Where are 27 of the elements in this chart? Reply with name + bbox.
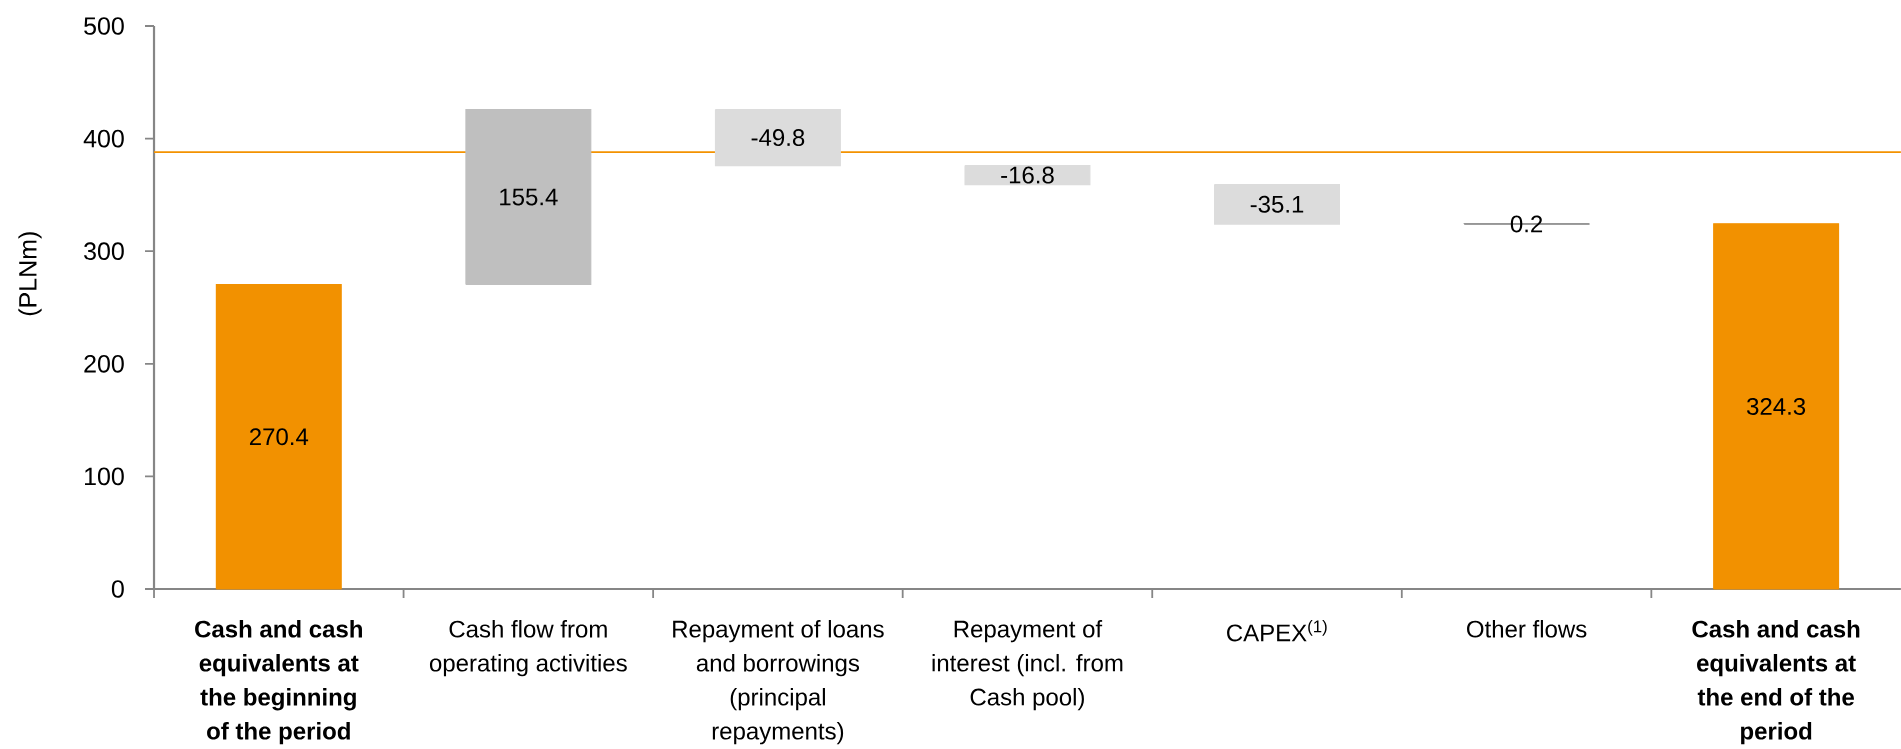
- y-tick-label: 300: [84, 242, 124, 261]
- bar: [1713, 223, 1840, 590]
- x-tick-label: Cash and cash equivalents at the beginning of the period: [195, 619, 362, 745]
- data-label: 324.3: [1747, 397, 1806, 415]
- data-label: -49.8: [751, 129, 805, 147]
- x-tick-label: Cash flow from operating activities: [429, 619, 627, 677]
- bar: [1214, 183, 1341, 225]
- y-tick-label: 0: [111, 580, 124, 598]
- y-tick-label: 400: [83, 129, 124, 148]
- y-tick-label: 200: [84, 354, 124, 373]
- data-label: 270.4: [249, 428, 309, 446]
- data-label: 0.2: [1510, 215, 1543, 233]
- x-tick-label: Other flows: [1467, 619, 1587, 638]
- data-label: 155.4: [500, 188, 558, 206]
- data-label: -35.1: [1250, 195, 1304, 213]
- data-label: -16.8: [1001, 166, 1054, 184]
- bar: [964, 165, 1091, 186]
- x-tick-label: Repayment of interest (incl. from Cash pool): [932, 619, 1123, 711]
- bar: [465, 108, 592, 286]
- x-tick-label: Repayment of loans and borrowings (principal repayments): [673, 619, 884, 745]
- x-tick-label: Cash and cash equivalents at the end of the period: [1692, 619, 1860, 745]
- y-tick-label: 100: [85, 467, 124, 486]
- y-axis-title: (PLNm): [18, 232, 42, 316]
- bar: [714, 108, 841, 167]
- bar: [215, 283, 342, 590]
- x-tick-label: CAPEX$^{(1)}$: [1227, 619, 1327, 642]
- y-tick-label: 500: [84, 17, 124, 35]
